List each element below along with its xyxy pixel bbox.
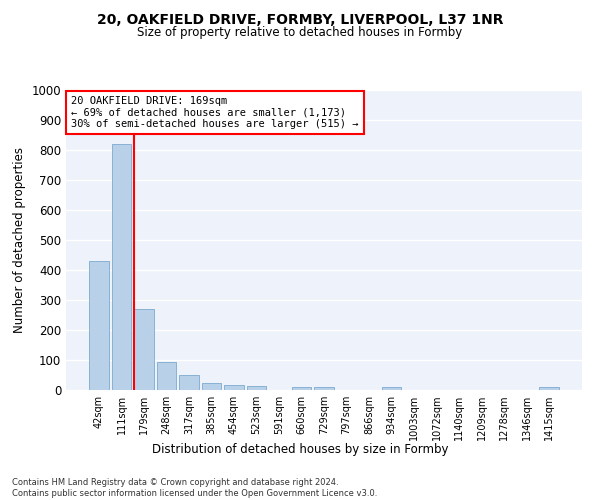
Bar xyxy=(179,375,199,390)
Bar xyxy=(202,382,221,390)
Bar xyxy=(134,309,154,390)
Bar xyxy=(539,386,559,390)
Bar xyxy=(314,387,334,390)
Text: Contains HM Land Registry data © Crown copyright and database right 2024.
Contai: Contains HM Land Registry data © Crown c… xyxy=(12,478,377,498)
Bar xyxy=(247,386,266,390)
Bar xyxy=(112,144,131,390)
Y-axis label: Number of detached properties: Number of detached properties xyxy=(13,147,26,333)
Text: Size of property relative to detached houses in Formby: Size of property relative to detached ho… xyxy=(137,26,463,39)
Text: 20, OAKFIELD DRIVE, FORMBY, LIVERPOOL, L37 1NR: 20, OAKFIELD DRIVE, FORMBY, LIVERPOOL, L… xyxy=(97,12,503,26)
Bar xyxy=(157,362,176,390)
Text: 20 OAKFIELD DRIVE: 169sqm
← 69% of detached houses are smaller (1,173)
30% of se: 20 OAKFIELD DRIVE: 169sqm ← 69% of detac… xyxy=(71,96,359,129)
Bar xyxy=(382,387,401,390)
Bar xyxy=(89,261,109,390)
Bar xyxy=(292,386,311,390)
Bar xyxy=(224,384,244,390)
Text: Distribution of detached houses by size in Formby: Distribution of detached houses by size … xyxy=(152,442,448,456)
